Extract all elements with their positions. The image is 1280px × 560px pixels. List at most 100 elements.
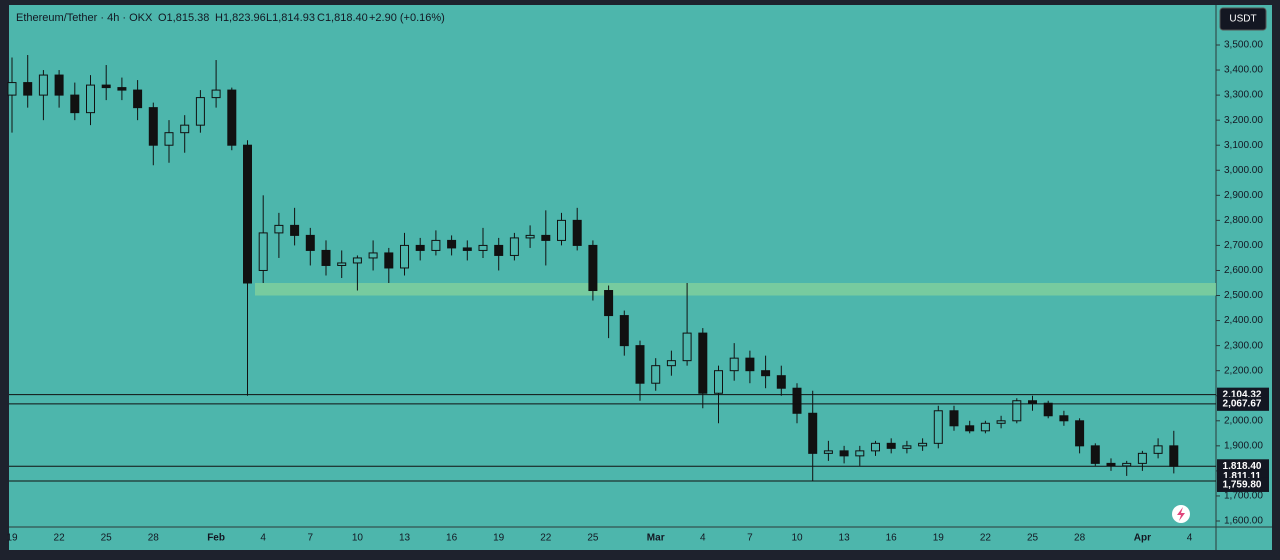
x-tick-label: 22: [980, 533, 992, 544]
y-tick-label: 2,400.00: [1224, 315, 1263, 326]
candle-body: [494, 244, 504, 256]
price-label: 1,818.40: [1223, 461, 1262, 472]
candle-body: [541, 234, 551, 241]
candle-body: [619, 315, 629, 347]
candle-body: [761, 370, 771, 377]
y-tick-label: 2,000.00: [1224, 415, 1263, 426]
x-tick-label: Apr: [1134, 533, 1151, 544]
candle-body: [415, 244, 425, 251]
candle-body: [1012, 400, 1022, 422]
x-tick-label: 25: [587, 533, 599, 544]
candle-body: [321, 249, 331, 266]
candle-body: [70, 94, 80, 114]
x-tick-label: 7: [747, 533, 753, 544]
candle-body: [400, 244, 409, 269]
candle-body: [698, 332, 708, 394]
x-tick-label: 4: [260, 533, 266, 544]
y-tick-label: 3,300.00: [1224, 90, 1263, 101]
candle-body: [557, 219, 566, 241]
ohlc-open: O1,815.38: [158, 12, 209, 24]
zone: [255, 283, 1216, 296]
x-tick-label: 28: [1074, 533, 1086, 544]
price-label-bg: [1217, 396, 1269, 411]
x-tick-label: 10: [352, 533, 364, 544]
candle-body: [23, 82, 33, 96]
candle-body: [949, 410, 959, 427]
x-tick-label: 19: [493, 533, 505, 544]
candle-body: [38, 74, 48, 96]
candle-body: [305, 234, 315, 251]
candle-body: [290, 224, 300, 236]
price-label-bg: [1217, 477, 1269, 492]
candle-body: [227, 89, 237, 146]
x-tick-label: 16: [886, 533, 898, 544]
x-tick-label: 13: [399, 533, 411, 544]
y-tick-label: 3,100.00: [1224, 140, 1263, 151]
candle-body: [933, 410, 943, 444]
y-tick-label: 3,200.00: [1224, 115, 1263, 126]
candle-body: [447, 239, 457, 249]
chart-background: [9, 5, 1272, 550]
plot: [7, 55, 1216, 482]
currency-label[interactable]: USDT: [1229, 14, 1256, 25]
candle-body: [164, 132, 174, 146]
icon-bolt: [1177, 507, 1185, 521]
y-tick-label: 3,400.00: [1224, 65, 1263, 76]
candle-body: [258, 232, 268, 271]
x-tick-label: 4: [700, 533, 706, 544]
ohlc-high: H1,823.96: [215, 12, 266, 24]
candle-body: [604, 290, 614, 317]
candle-body: [996, 420, 1006, 424]
candle-body: [588, 244, 598, 292]
candle-body: [462, 247, 472, 251]
candle-body: [211, 89, 221, 99]
price-label: 2,067.67: [1223, 398, 1262, 409]
candle-body: [1169, 445, 1179, 467]
candle-body: [1075, 420, 1085, 447]
x-tick-label: 28: [148, 533, 160, 544]
x-tick-label: 22: [540, 533, 552, 544]
x-tick-label: 19: [933, 533, 945, 544]
y-tick-label: 2,200.00: [1224, 365, 1263, 376]
candle-body: [86, 84, 95, 114]
candle-body: [431, 239, 441, 251]
candle-body: [1153, 445, 1163, 454]
x-tick-label: 16: [446, 533, 458, 544]
x-tick-label: 25: [1027, 533, 1039, 544]
currency-button[interactable]: [1219, 7, 1267, 31]
candle-body: [384, 252, 394, 269]
candle-body: [274, 224, 284, 234]
candle-body: [101, 84, 111, 89]
candle-body: [368, 252, 378, 259]
candle-body: [243, 144, 252, 284]
candle-body: [1137, 452, 1147, 464]
ohlc-close: C1,818.40: [317, 12, 368, 24]
x-tick-label: 22: [54, 533, 66, 544]
ohlc-low: L1,814.93: [266, 12, 315, 24]
x-tick-label: 13: [839, 533, 851, 544]
candle-body: [1122, 462, 1132, 467]
candle-body: [808, 412, 818, 454]
candle-body: [666, 360, 676, 367]
y-tick-label: 3,000.00: [1224, 165, 1263, 176]
candle-body: [823, 450, 833, 454]
y-tick-label: 1,600.00: [1224, 516, 1263, 527]
candle-body: [886, 442, 896, 449]
candle-body: [478, 244, 488, 251]
candle-body: [1090, 445, 1100, 464]
candle-body: [133, 89, 143, 109]
candle-body: [635, 345, 645, 384]
x-tick-label: 10: [791, 533, 803, 544]
change: +2.90 (+0.16%): [369, 12, 445, 24]
candle-body: [776, 375, 786, 389]
candle-body: [1028, 400, 1037, 404]
candle-body: [902, 445, 912, 449]
y-tick-label: 3,500.00: [1224, 40, 1263, 51]
candle-body: [525, 234, 535, 239]
price-label: 1,759.80: [1223, 480, 1262, 491]
x-tick-label: Mar: [647, 533, 665, 544]
candle-body: [7, 82, 17, 96]
price-label: 1,811.11: [1223, 471, 1261, 482]
y-tick-label: 1,900.00: [1224, 440, 1263, 451]
candle-body: [572, 219, 582, 246]
